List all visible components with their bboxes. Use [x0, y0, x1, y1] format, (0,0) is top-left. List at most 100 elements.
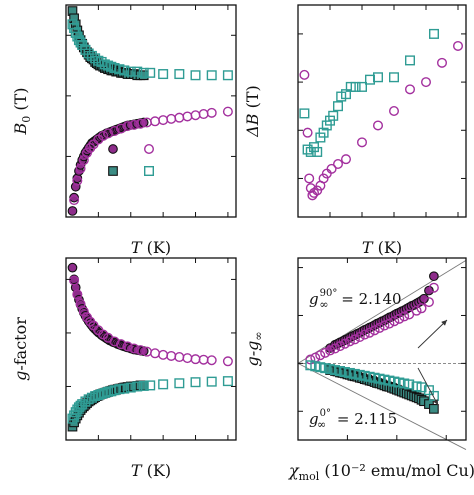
- data-point: [335, 341, 346, 352]
- data-point: [135, 118, 146, 129]
- data-point: [90, 391, 101, 402]
- y-axis-label: ΔB (T): [243, 85, 262, 138]
- data-point: [116, 123, 127, 134]
- data-point: [132, 381, 143, 392]
- data-point: [423, 297, 434, 308]
- data-point: [404, 379, 415, 390]
- fit-line: [297, 260, 467, 364]
- x-axis-label: T (K): [131, 238, 171, 257]
- data-point: [429, 271, 439, 282]
- y-axis-label: B0 (T): [11, 87, 33, 135]
- panel-c: T (K) g-factor: [11, 257, 237, 480]
- data-point: [429, 404, 439, 414]
- data-point: [166, 113, 177, 124]
- legend-marker-open: [143, 165, 154, 176]
- data-point: [116, 339, 127, 350]
- data-point: [69, 275, 80, 286]
- data-point: [93, 390, 104, 401]
- data-point: [128, 343, 139, 354]
- data-point: [206, 376, 217, 387]
- data-point: [359, 329, 370, 340]
- data-point: [73, 402, 84, 413]
- data-point: [394, 313, 405, 324]
- data-point: [145, 67, 156, 78]
- data-point: [399, 311, 410, 322]
- panel-d: χmol (10⁻² emu/mol Cu)g-g∞g90° ∞ = 2.140g…: [243, 257, 474, 483]
- data-point: [190, 354, 201, 365]
- data-point: [302, 127, 313, 138]
- data-point: [99, 59, 110, 70]
- data-point: [222, 356, 233, 367]
- data-point: [125, 66, 136, 77]
- data-point: [349, 334, 360, 345]
- data-point: [125, 382, 136, 393]
- fit-line: [297, 362, 467, 450]
- data-point: [222, 376, 233, 387]
- y-axis-label: g-g∞: [243, 331, 265, 366]
- data-point: [222, 106, 233, 117]
- x-axis-label: T (K): [131, 461, 171, 480]
- data-point: [78, 306, 89, 317]
- data-point: [429, 28, 440, 39]
- data-point: [86, 392, 97, 403]
- data-point: [379, 320, 390, 331]
- data-point: [150, 348, 161, 359]
- data-point: [70, 181, 81, 192]
- data-point: [384, 318, 395, 329]
- data-point: [419, 293, 429, 304]
- data-point: [428, 282, 439, 293]
- data-point: [119, 383, 130, 394]
- data-point: [206, 70, 217, 81]
- data-point: [299, 69, 310, 80]
- y-axis-label: g-factor: [11, 317, 30, 381]
- data-point: [421, 77, 432, 88]
- data-point: [369, 325, 380, 336]
- data-point: [67, 206, 78, 216]
- data-point: [416, 303, 427, 314]
- data-point: [330, 343, 341, 354]
- data-point: [299, 108, 310, 119]
- data-point: [373, 72, 384, 83]
- data-point: [103, 128, 114, 139]
- data-point: [135, 345, 146, 356]
- data-point: [373, 120, 384, 131]
- data-point: [75, 163, 86, 174]
- data-point: [158, 115, 169, 126]
- arrow-to-5K-bottom: [417, 367, 439, 406]
- series-magenta-circle-open: [299, 40, 464, 201]
- g90-annotation: g90° ∞ = 2.140: [309, 288, 402, 311]
- data-point: [437, 57, 448, 68]
- data-point: [138, 380, 149, 391]
- data-point: [83, 394, 94, 405]
- x-axis-label: T (K): [362, 238, 402, 257]
- data-point: [158, 379, 169, 390]
- data-point: [109, 336, 120, 347]
- data-point: [103, 60, 114, 71]
- panel-b: T (K) ΔB (T): [243, 4, 467, 257]
- data-point: [312, 146, 323, 157]
- data-point: [354, 332, 365, 343]
- data-point: [304, 173, 315, 184]
- data-point: [190, 110, 201, 121]
- data-point: [198, 109, 209, 120]
- series-magenta-circle-filled: [67, 117, 149, 216]
- data-point: [182, 111, 193, 122]
- data-point: [389, 105, 400, 116]
- plot-frame: [297, 257, 467, 441]
- data-point: [158, 69, 169, 80]
- data-point: [145, 380, 156, 391]
- data-point: [69, 195, 80, 206]
- data-point: [302, 144, 313, 155]
- data-point: [72, 289, 83, 300]
- g0-annotation: g0° ∞ = 2.115: [309, 408, 397, 431]
- data-point: [109, 125, 120, 136]
- data-point: [344, 336, 355, 347]
- series-teal-square-open: [67, 19, 233, 81]
- data-point: [320, 347, 331, 358]
- series-magenta-circle-open: [69, 106, 233, 206]
- series-teal-square-open: [67, 376, 233, 424]
- data-point: [174, 112, 185, 123]
- data-point: [166, 350, 177, 361]
- data-point: [389, 72, 400, 83]
- data-point: [122, 121, 133, 132]
